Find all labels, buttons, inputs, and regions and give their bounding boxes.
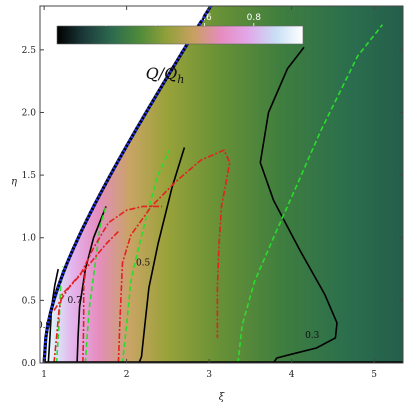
- colorbar-gradient: [56, 25, 304, 45]
- boundary-dotted: [42, 6, 213, 363]
- contour-line-black-solid-1: [76, 206, 107, 363]
- colorbar-quantity-label: Q/Qh: [146, 64, 185, 86]
- y-axis-label: η: [11, 177, 17, 188]
- y-tick-label: 1.0: [22, 234, 37, 244]
- colorbar-tick-label: 0.6: [197, 13, 212, 23]
- contour-line-green-dashed-5: [84, 206, 107, 363]
- x-tick-label: 3: [206, 370, 212, 380]
- x-tick-label: 4: [289, 370, 295, 380]
- contour-label-0-9: 0.9: [37, 321, 52, 331]
- contour-line-red-dash-dot-8: [53, 205, 163, 363]
- x-tick-label: 2: [124, 370, 130, 380]
- contour-lines: 0.9 0.7 0.5 0.3: [37, 6, 403, 363]
- contour-line-black-solid-3: [259, 46, 338, 363]
- contour-line-black-solid-2: [138, 147, 186, 363]
- y-tick-label: 1.5: [22, 171, 37, 181]
- y-tick-label: 0.5: [22, 296, 37, 306]
- colorbar-tick-label: 0.8: [247, 13, 262, 23]
- contour-line-red-dash-dot-10: [117, 149, 231, 363]
- heatmap-field: [44, 6, 403, 363]
- contour-line-green-dashed-6: [121, 149, 171, 363]
- axes: 1 2 3 4 5 0.0 0.5 1.0 1.5 2.0 2.5: [22, 6, 403, 380]
- colorbar-tick-label: 0.4: [148, 13, 163, 23]
- colorbar: 0 0.2 0.4 0.6 0.8: [54, 13, 304, 45]
- contour-line-red-dash-dot-9: [82, 272, 87, 363]
- contour-line-red-dash-dot-11: [53, 230, 119, 311]
- colorbar-tick-label: 0: [54, 13, 60, 23]
- x-tick-label: 5: [371, 370, 377, 380]
- contour-label-0-5: 0.5: [136, 258, 151, 268]
- x-axis-label: ξ: [219, 392, 225, 403]
- y-tick-label: 2.5: [22, 46, 37, 56]
- heatmap-region: [44, 6, 403, 363]
- contour-label-0-7: 0.7: [67, 296, 82, 306]
- y-tick-label: 2.0: [22, 108, 37, 118]
- x-tick-label: 1: [41, 370, 47, 380]
- contour-label-0-3: 0.3: [305, 331, 320, 341]
- colorbar-tick-label: 0.2: [99, 13, 113, 23]
- plot-frame: [39, 5, 404, 364]
- y-tick-label: 0.0: [22, 359, 37, 369]
